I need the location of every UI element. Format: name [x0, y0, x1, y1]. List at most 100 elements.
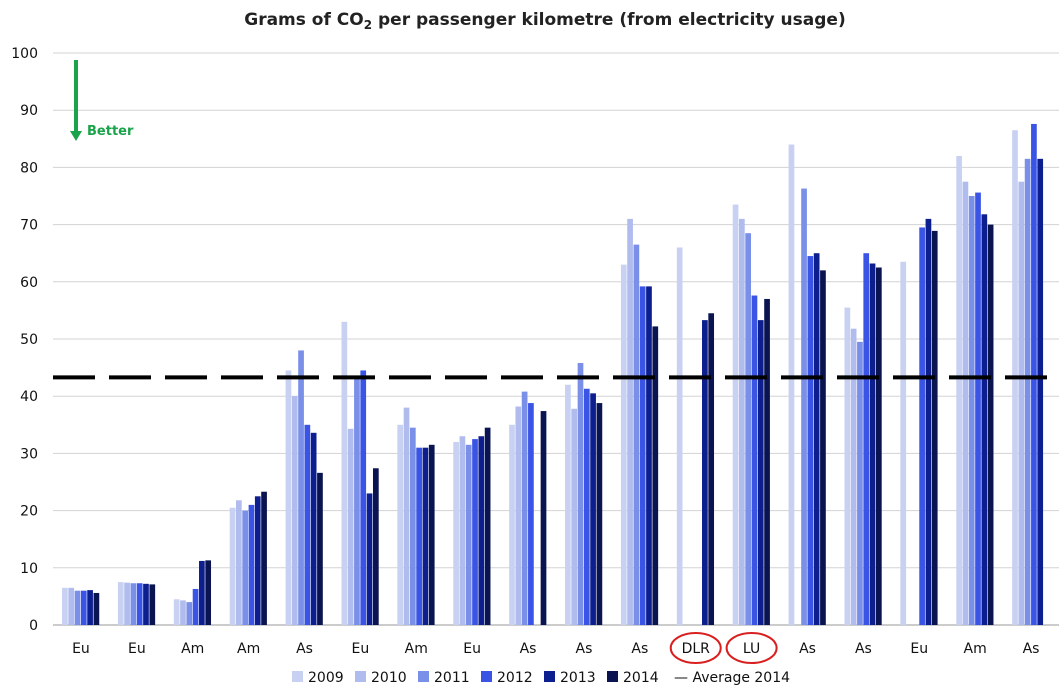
bar-2013 — [366, 493, 373, 625]
bar-2011 — [354, 379, 360, 625]
x-category-label: As — [855, 641, 872, 657]
bar-2009 — [788, 144, 795, 625]
legend-swatch-2012 — [481, 671, 492, 682]
bar-2009 — [117, 582, 124, 625]
bar-2014 — [875, 267, 882, 625]
chart-title: Grams of CO2 per passenger kilometre (fr… — [244, 10, 845, 32]
bar-2010 — [291, 396, 298, 625]
bar-2014 — [708, 313, 715, 625]
bar-2013 — [310, 432, 317, 625]
x-category-label: Eu — [463, 641, 481, 657]
better-annotation: Better — [70, 60, 134, 141]
bar-2013 — [925, 218, 932, 625]
x-category-label: Am — [405, 641, 428, 657]
bar-2012 — [304, 424, 311, 625]
y-tick-label: 100 — [11, 46, 38, 62]
bar-2014 — [931, 230, 938, 625]
bar-2014 — [93, 592, 100, 625]
legend-label-2014: 2014 — [623, 670, 659, 686]
bar-2010 — [459, 436, 466, 625]
bar-2012 — [360, 370, 367, 625]
bar-2011 — [298, 350, 304, 625]
y-tick-label: 60 — [20, 275, 38, 291]
bar-2009 — [620, 264, 627, 625]
bar-2011 — [521, 391, 528, 625]
x-category-label: Am — [964, 641, 987, 657]
bar-2014 — [372, 468, 379, 625]
bar-2011 — [409, 427, 416, 625]
bar-2012 — [583, 388, 590, 625]
bars-group — [62, 123, 1044, 626]
legend-swatch-2009 — [292, 671, 303, 682]
bar-2013 — [254, 496, 261, 625]
bar-2012 — [919, 227, 925, 625]
bar-2009 — [676, 247, 683, 626]
bar-2013 — [422, 447, 429, 625]
bar-2010 — [403, 407, 410, 625]
bar-2011 — [801, 188, 807, 625]
bar-2012 — [416, 447, 422, 625]
bar-2014 — [820, 270, 826, 625]
bar-2014 — [317, 472, 323, 625]
bar-2012 — [528, 403, 534, 625]
bar-2011 — [968, 196, 975, 625]
x-category-label: LU — [743, 641, 760, 657]
bar-2011 — [857, 341, 863, 625]
bar-2013 — [646, 286, 652, 625]
bar-2012 — [136, 583, 143, 625]
bar-2013 — [813, 253, 820, 625]
bar-2013 — [757, 320, 764, 625]
bar-2012 — [192, 588, 199, 625]
bar-2009 — [341, 321, 348, 625]
bar-2013 — [87, 590, 93, 625]
bar-2012 — [472, 439, 478, 625]
x-category-label: Eu — [72, 641, 90, 657]
legend-label-2010: 2010 — [371, 670, 407, 686]
x-category-label: DLR — [682, 641, 711, 657]
x-category-label: Am — [181, 641, 204, 657]
legend-label-average: — Average 2014 — [674, 670, 790, 686]
bar-2011 — [242, 510, 249, 625]
bar-2010 — [962, 181, 969, 625]
bar-2014 — [261, 491, 267, 625]
bar-2010 — [627, 218, 633, 625]
x-category-label: As — [576, 641, 593, 657]
bar-2010 — [347, 428, 354, 625]
bar-2009 — [565, 384, 571, 625]
x-category-label: Eu — [128, 641, 146, 657]
legend-label-2011: 2011 — [434, 670, 470, 686]
bar-2010 — [236, 500, 242, 625]
bar-2009 — [173, 599, 180, 625]
legend-swatch-2010 — [355, 671, 366, 682]
bar-2011 — [186, 602, 193, 625]
better-arrow-head — [70, 131, 82, 141]
bar-2010 — [571, 408, 578, 625]
bar-2009 — [397, 424, 404, 625]
x-category-label: As — [296, 641, 313, 657]
bar-2009 — [229, 507, 236, 625]
bar-2010 — [180, 600, 186, 625]
bar-2010 — [515, 406, 522, 625]
bar-2011 — [130, 583, 137, 625]
y-axis: 0 10 20 30 40 50 60 70 80 90 100 — [11, 46, 38, 634]
bar-2012 — [248, 504, 255, 625]
bar-2014 — [149, 584, 156, 625]
x-category-label: As — [799, 641, 816, 657]
legend-swatch-2013 — [544, 671, 555, 682]
bar-2012 — [863, 253, 870, 625]
legend: 2009 2010 2011 2012 2013 2014 — Average 2014 — [292, 670, 790, 686]
better-label: Better — [87, 124, 134, 139]
bar-2010 — [1018, 181, 1025, 625]
bar-2009 — [844, 307, 851, 625]
y-tick-label: 0 — [29, 618, 38, 634]
bar-2014 — [987, 224, 994, 625]
bar-2013 — [143, 583, 149, 625]
bar-2009 — [732, 204, 739, 625]
bar-2013 — [702, 320, 708, 625]
bar-2012 — [751, 295, 758, 625]
bar-2012 — [80, 590, 87, 625]
bar-2011 — [577, 363, 584, 625]
bar-2011 — [633, 244, 640, 625]
